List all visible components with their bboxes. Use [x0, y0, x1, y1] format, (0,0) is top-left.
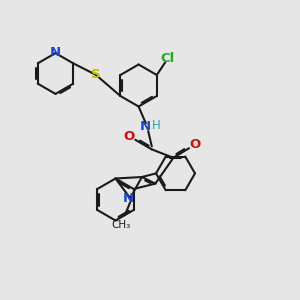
- Text: H: H: [152, 119, 161, 132]
- Text: S: S: [91, 68, 100, 81]
- Text: Cl: Cl: [160, 52, 175, 65]
- Text: O: O: [189, 138, 201, 151]
- Text: CH₃: CH₃: [112, 220, 131, 230]
- Text: N: N: [123, 192, 134, 205]
- Text: O: O: [124, 130, 135, 143]
- Text: N: N: [140, 120, 151, 134]
- Text: N: N: [49, 46, 61, 59]
